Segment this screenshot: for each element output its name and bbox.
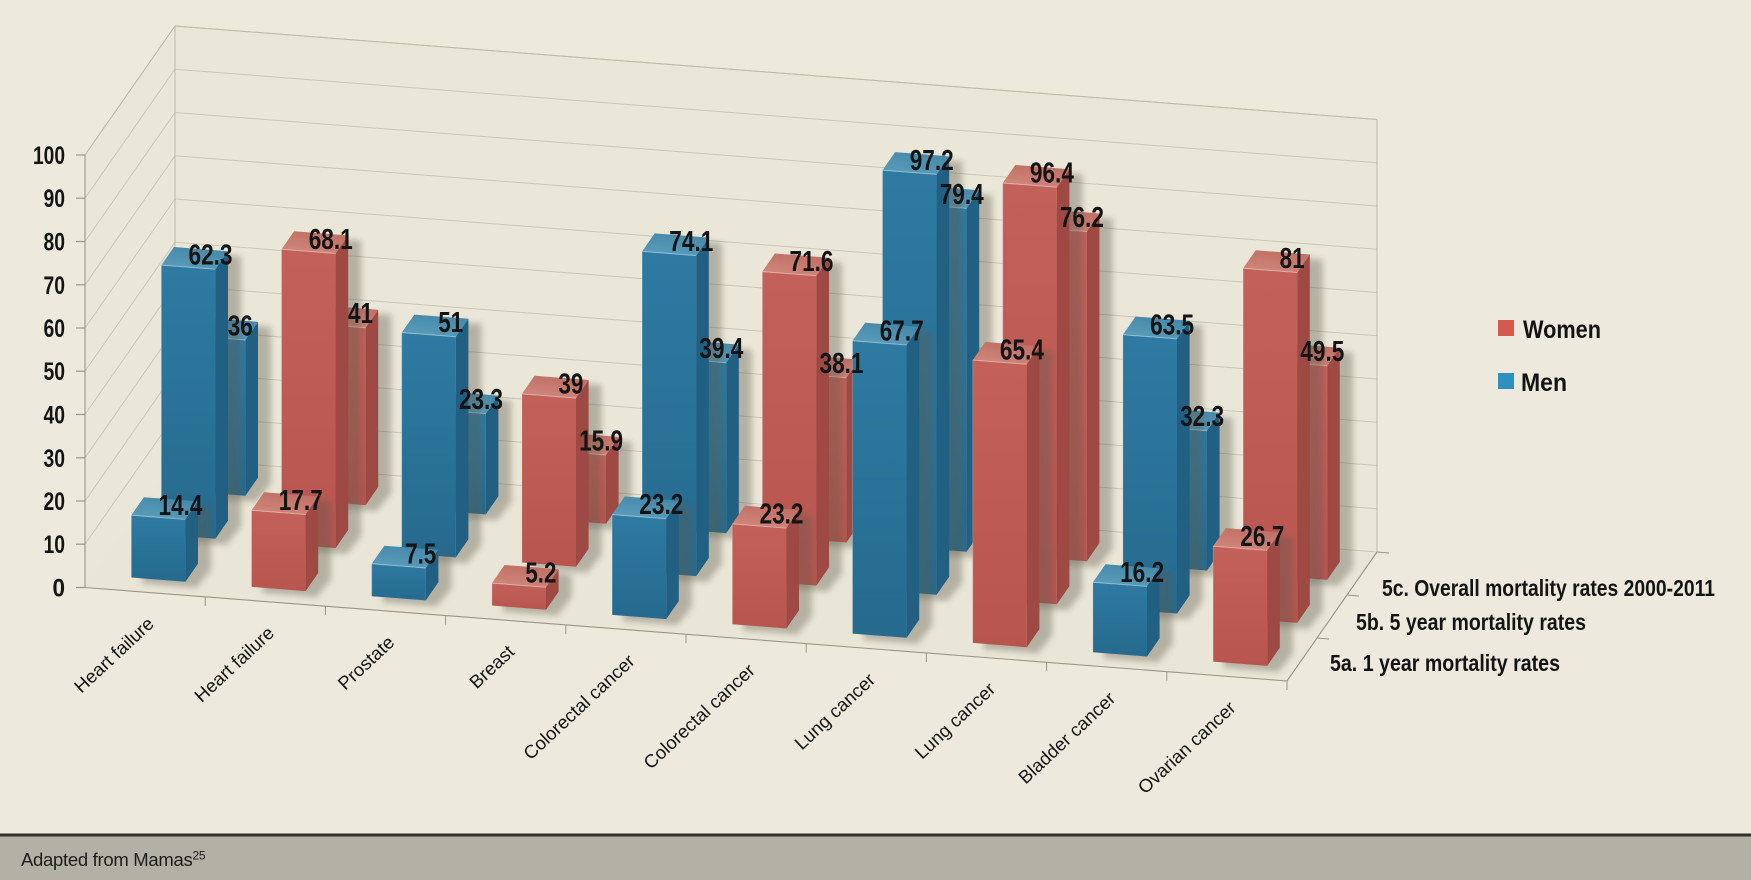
svg-text:74.1: 74.1 xyxy=(669,226,713,258)
svg-text:97.2: 97.2 xyxy=(910,145,954,177)
svg-text:50: 50 xyxy=(44,358,66,386)
svg-text:62.3: 62.3 xyxy=(189,240,233,272)
svg-text:26.7: 26.7 xyxy=(1240,521,1284,553)
svg-text:23.3: 23.3 xyxy=(459,384,503,416)
svg-text:41: 41 xyxy=(348,298,373,330)
svg-text:5.2: 5.2 xyxy=(525,558,556,590)
svg-text:10: 10 xyxy=(44,531,66,559)
svg-text:76.2: 76.2 xyxy=(1060,202,1104,234)
svg-text:80: 80 xyxy=(44,229,66,257)
svg-text:Women: Women xyxy=(1523,316,1601,344)
svg-text:17.7: 17.7 xyxy=(279,485,323,517)
svg-text:96.4: 96.4 xyxy=(1030,158,1074,190)
svg-text:79.4: 79.4 xyxy=(940,179,984,211)
svg-text:39: 39 xyxy=(558,369,583,401)
svg-text:51: 51 xyxy=(438,307,463,339)
svg-text:30: 30 xyxy=(44,445,66,473)
svg-text:23.2: 23.2 xyxy=(760,499,804,531)
svg-text:23.2: 23.2 xyxy=(639,489,683,521)
svg-text:5b. 5 year mortality rates: 5b. 5 year mortality rates xyxy=(1356,609,1586,635)
svg-text:32.3: 32.3 xyxy=(1180,401,1224,433)
svg-text:16.2: 16.2 xyxy=(1120,557,1164,589)
svg-text:60: 60 xyxy=(44,315,66,343)
svg-text:40: 40 xyxy=(44,402,66,430)
svg-text:Adapted from Mamas25: Adapted from Mamas25 xyxy=(21,849,206,871)
svg-text:14.4: 14.4 xyxy=(159,490,203,522)
svg-text:90: 90 xyxy=(44,185,66,213)
svg-text:5a. 1 year mortality rates: 5a. 1 year mortality rates xyxy=(1330,650,1560,676)
svg-text:65.4: 65.4 xyxy=(1000,335,1044,367)
svg-text:81: 81 xyxy=(1280,243,1305,275)
svg-text:20: 20 xyxy=(44,488,66,516)
svg-text:49.5: 49.5 xyxy=(1300,336,1344,368)
svg-text:100: 100 xyxy=(33,142,65,170)
svg-text:7.5: 7.5 xyxy=(405,538,436,570)
svg-text:Men: Men xyxy=(1521,369,1567,397)
svg-text:71.6: 71.6 xyxy=(790,246,834,278)
svg-text:63.5: 63.5 xyxy=(1150,309,1194,341)
svg-text:67.7: 67.7 xyxy=(880,315,924,347)
svg-text:5c. Overall mortality rates 20: 5c. Overall mortality rates 2000-2011 xyxy=(1382,575,1715,601)
svg-text:36: 36 xyxy=(228,310,253,342)
svg-text:70: 70 xyxy=(44,272,66,300)
svg-text:39.4: 39.4 xyxy=(699,333,743,365)
svg-text:0: 0 xyxy=(53,575,66,603)
svg-text:68.1: 68.1 xyxy=(309,224,353,256)
svg-text:15.9: 15.9 xyxy=(579,425,623,457)
svg-text:38.1: 38.1 xyxy=(820,348,864,380)
